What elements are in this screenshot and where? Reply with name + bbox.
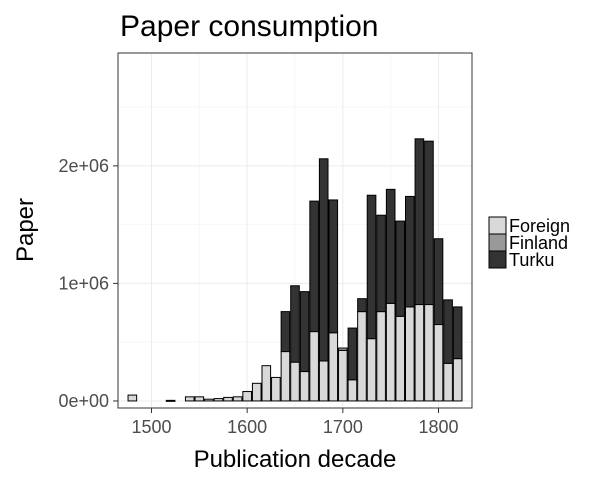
bar-turku-1770	[405, 195, 415, 308]
bar-foreign-1560	[204, 398, 214, 402]
x-axis: 1500 1600 1700 1800	[131, 408, 459, 437]
bar-foreign-1660	[299, 371, 310, 402]
bar-turku-1680	[318, 158, 329, 362]
bar-foreign-1600	[242, 391, 252, 402]
legend-label-foreign: Foreign	[509, 216, 570, 236]
bar-foreign-1640	[280, 351, 291, 402]
x-tick-label: 1700	[323, 417, 363, 437]
bar-foreign-1710	[347, 379, 358, 402]
bar-turku-1730	[366, 194, 377, 340]
y-axis-title: Paper	[12, 198, 39, 262]
y-tick-label: 2e+06	[58, 156, 109, 176]
bar-turku-1660	[299, 291, 310, 373]
bar-foreign-1670	[309, 331, 319, 402]
legend-key-foreign	[488, 216, 507, 235]
bar-turku-1640	[280, 311, 291, 353]
bar-finland-1700	[338, 347, 348, 351]
y-axis: 0e+00 1e+06 2e+06	[58, 156, 118, 411]
bar-foreign-1790	[424, 304, 434, 402]
x-axis-title: Publication decade	[194, 446, 397, 473]
bar-foreign-1610	[251, 382, 262, 402]
bar-turku-1670	[309, 200, 319, 333]
bar-turku-1800	[433, 238, 444, 326]
bar-foreign-1770	[405, 306, 415, 402]
bar-turku-1650	[290, 285, 300, 363]
plot-border	[117, 52, 473, 409]
legend-label-turku: Turku	[509, 250, 554, 270]
bar-foreign-1750	[385, 302, 396, 402]
bar-foreign-1570	[213, 398, 224, 402]
bar-foreign-1680	[318, 360, 329, 402]
legend-key-finland	[488, 233, 507, 252]
bar-foreign-1820	[452, 358, 463, 402]
bar-turku-1710	[347, 327, 358, 381]
bar-turku-1780	[414, 138, 425, 306]
bar-turku-1750	[385, 188, 396, 304]
bar-foreign-1480	[127, 394, 138, 402]
x-tick-label: 1500	[131, 417, 171, 437]
bar-foreign-1740	[376, 311, 386, 402]
bar-foreign-1690	[328, 332, 339, 402]
bar-turku-1810	[443, 299, 453, 364]
bar-foreign-1520	[165, 399, 176, 402]
bar-foreign-1590	[232, 396, 243, 402]
bar-foreign-1650	[290, 361, 300, 402]
bar-foreign-1550	[194, 396, 205, 402]
bar-foreign-1780	[414, 304, 425, 402]
bar-foreign-1630	[271, 376, 281, 402]
bar-foreign-1810	[443, 362, 453, 402]
bar-foreign-1720	[357, 311, 367, 402]
x-tick-label: 1800	[418, 417, 458, 437]
bar-turku-1760	[395, 220, 406, 317]
bar-foreign-1760	[395, 315, 406, 402]
bar-foreign-1580	[223, 396, 233, 402]
y-tick-label: 1e+06	[58, 273, 109, 293]
x-tick-label: 1600	[227, 417, 267, 437]
bar-turku-1690	[328, 199, 339, 334]
bar-foreign-1700	[338, 349, 348, 402]
bar-foreign-1620	[261, 365, 272, 402]
y-tick-label: 0e+00	[58, 391, 109, 411]
bar-foreign-1730	[366, 338, 377, 402]
bar-foreign-1540	[184, 396, 195, 402]
bar-turku-1820	[452, 306, 463, 360]
bar-foreign-1800	[433, 324, 444, 402]
legend-key-turku	[488, 250, 507, 269]
bar-turku-1790	[424, 140, 434, 306]
bars	[127, 138, 463, 402]
bar-turku-1740	[376, 214, 386, 313]
chart-title: Paper consumption	[120, 10, 379, 43]
legend-label-finland: Finland	[509, 233, 568, 253]
bar-turku-1720	[357, 298, 367, 313]
